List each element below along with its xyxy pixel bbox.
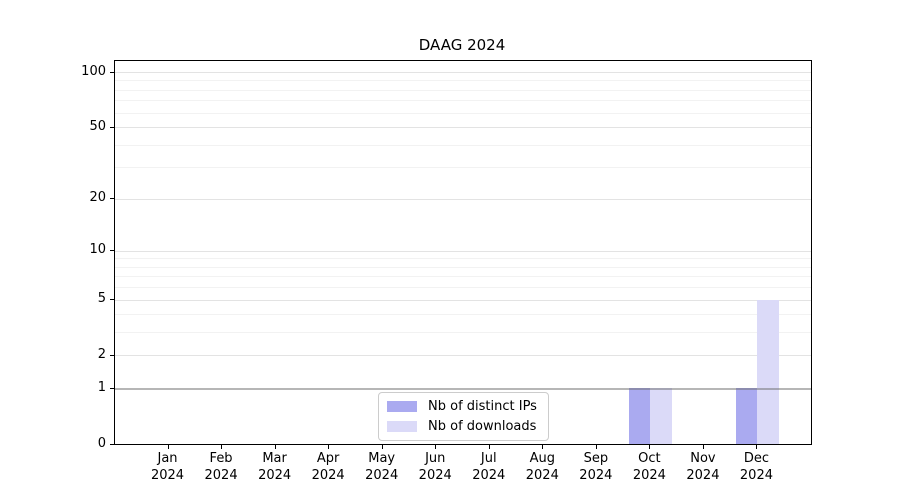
x-tick-label-line: Mar (262, 451, 287, 466)
x-tick-label-apr-2024: Apr 2024 (288, 450, 368, 484)
x-tick-mark-jun-2024 (435, 444, 437, 449)
x-tick-mark-aug-2024 (542, 444, 544, 449)
x-tick-label-jun-2024: Jun 2024 (395, 450, 475, 484)
x-tick-label-line: 2024 (150, 468, 185, 483)
x-tick-label-line: 2024 (686, 468, 720, 483)
x-tick-label-jul-2024: Jul 2024 (449, 450, 529, 484)
x-tick-label-aug-2024: Aug 2024 (502, 450, 582, 484)
y-tick-mark-0 (110, 443, 114, 445)
y-gridline-minor-7 (115, 276, 811, 278)
legend-label-downloads: Nb of downloads (428, 419, 537, 434)
bar-nb-of-distinct-ips-dec-2024 (736, 388, 758, 444)
x-tick-mark-dec-2024 (756, 444, 758, 449)
x-tick-mark-nov-2024 (702, 444, 704, 449)
x-tick-label-line: May (368, 451, 396, 466)
y-gridline-minor-9 (115, 258, 811, 260)
y-tick-label-0: 0 (97, 435, 106, 451)
x-tick-mark-feb-2024 (221, 444, 223, 449)
x-tick-mark-jul-2024 (488, 444, 490, 449)
x-tick-label-dec-2024: Dec 2024 (716, 450, 796, 484)
bar-nb-of-downloads-dec-2024 (757, 299, 779, 444)
x-tick-label-line: 2024 (311, 468, 345, 483)
x-tick-label-line: Apr (316, 451, 340, 466)
y-gridline-minor-90 (115, 80, 811, 82)
y-tick-label-5: 5 (97, 291, 106, 307)
y-gridline-minor-6 (115, 287, 811, 289)
y-tick-mark-10 (110, 250, 114, 252)
y-tick-label-100: 100 (81, 63, 106, 79)
legend-label-distinct-ips: Nb of distinct IPs (428, 399, 537, 414)
x-tick-mark-may-2024 (381, 444, 383, 449)
x-tick-label-line: 2024 (579, 468, 613, 483)
chart-title: DAAG 2024 (418, 36, 506, 54)
x-tick-label-line: 2024 (525, 468, 559, 483)
x-tick-label-line: Jul (480, 451, 497, 466)
y-tick-mark-20 (110, 198, 114, 200)
x-tick-label-line: 2024 (365, 468, 399, 483)
y-tick-label-1: 1 (97, 379, 106, 395)
y-gridline-minor-4 (115, 314, 811, 316)
x-tick-label-line: Feb (209, 451, 233, 466)
y-gridline-minor-80 (115, 89, 811, 91)
y-gridline-20 (115, 198, 811, 200)
x-tick-label-nov-2024: Nov 2024 (663, 450, 743, 484)
y-tick-mark-5 (110, 299, 114, 301)
bar-nb-of-downloads-oct-2024 (650, 388, 672, 444)
x-tick-label-line: 2024 (632, 468, 666, 483)
x-tick-mark-mar-2024 (274, 444, 276, 449)
x-tick-label-line: Aug (529, 451, 555, 466)
x-tick-label-line: 2024 (739, 468, 773, 483)
legend-swatch-downloads (387, 421, 417, 432)
x-tick-label-may-2024: May 2024 (342, 450, 422, 484)
y-tick-mark-100 (110, 71, 114, 73)
y-gridline-minor-3 (115, 332, 811, 334)
y-gridline-minor-30 (115, 167, 811, 169)
plot-area (114, 60, 812, 445)
y-gridline-minor-60 (115, 112, 811, 114)
y-gridline-minor-40 (115, 144, 811, 146)
legend-item-distinct-ips: Nb of distinct IPs (387, 398, 537, 415)
y-gridline-minor-8 (115, 266, 811, 268)
y-gridline-50 (115, 127, 811, 129)
x-tick-label-line: Dec (743, 451, 770, 466)
x-tick-label-jan-2024: Jan 2024 (128, 450, 208, 484)
x-tick-label-line: 2024 (258, 468, 292, 483)
x-tick-label-mar-2024: Mar 2024 (235, 450, 315, 484)
x-tick-label-line: Jun (425, 451, 446, 466)
y-tick-label-20: 20 (89, 190, 106, 206)
y-tick-mark-1 (110, 387, 114, 389)
y-gridline-5 (115, 299, 811, 301)
y-gridline-100 (115, 72, 811, 74)
x-tick-mark-sep-2024 (595, 444, 597, 449)
bar-nb-of-distinct-ips-oct-2024 (628, 388, 651, 444)
x-tick-label-line: 2024 (204, 468, 238, 483)
y-gridline-10 (115, 250, 811, 252)
y-gridline-emphasized-1 (115, 388, 811, 390)
legend: Nb of distinct IPs Nb of downloads (378, 392, 549, 441)
x-tick-label-oct-2024: Oct 2024 (609, 450, 689, 484)
y-tick-mark-50 (110, 126, 114, 128)
x-tick-label-feb-2024: Feb 2024 (181, 450, 261, 484)
x-tick-label-line: Oct (638, 451, 661, 466)
x-tick-mark-jan-2024 (167, 444, 169, 449)
x-tick-label-line: 2024 (472, 468, 506, 483)
legend-item-downloads: Nb of downloads (387, 418, 537, 435)
y-tick-mark-2 (110, 354, 114, 356)
y-tick-label-2: 2 (97, 346, 106, 362)
x-tick-label-line: Sep (583, 451, 609, 466)
x-tick-mark-apr-2024 (328, 444, 330, 449)
y-tick-label-10: 10 (89, 242, 106, 258)
y-gridline-2 (115, 355, 811, 357)
x-tick-label-line: 2024 (418, 468, 452, 483)
x-tick-label-line: Nov (690, 451, 716, 466)
x-tick-mark-oct-2024 (649, 444, 651, 449)
x-tick-label-line: Jan (157, 451, 178, 466)
y-tick-label-50: 50 (89, 118, 106, 134)
legend-swatch-distinct-ips (387, 401, 417, 412)
y-gridline-minor-70 (115, 100, 811, 102)
x-tick-label-sep-2024: Sep 2024 (556, 450, 636, 484)
